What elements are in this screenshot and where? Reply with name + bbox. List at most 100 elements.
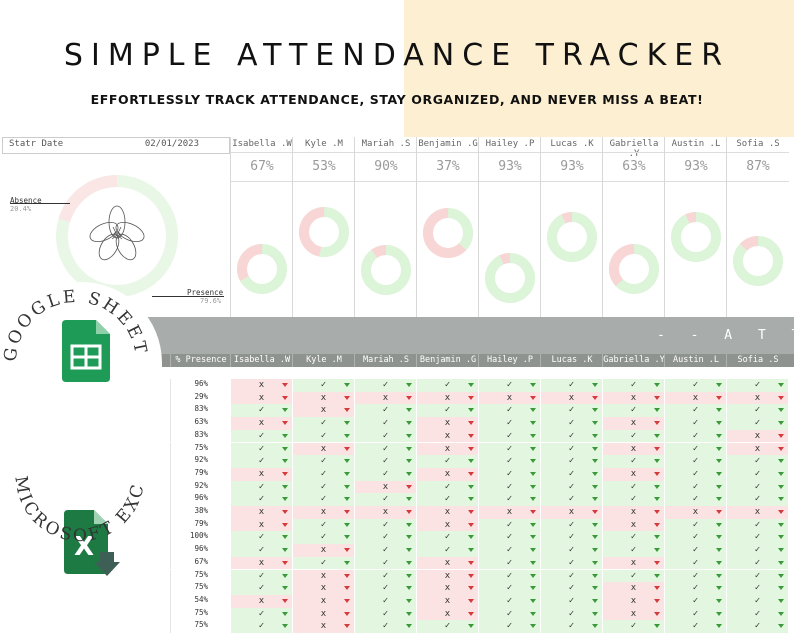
attendance-present-dropdown[interactable]: ✓ xyxy=(540,531,602,545)
attendance-present-dropdown[interactable]: ✓ xyxy=(540,404,602,418)
attendance-present-dropdown[interactable]: ✓ xyxy=(292,417,354,430)
attendance-absent-dropdown[interactable]: x xyxy=(230,467,292,481)
attendance-present-dropdown[interactable]: ✓ xyxy=(602,493,664,506)
start-date-value[interactable]: 02/01/2023 xyxy=(144,139,199,149)
attendance-present-dropdown[interactable]: ✓ xyxy=(416,455,478,468)
attendance-absent-dropdown[interactable]: x xyxy=(416,607,478,621)
attendance-present-dropdown[interactable]: ✓ xyxy=(726,404,788,418)
attendance-absent-dropdown[interactable]: x xyxy=(230,379,292,392)
attendance-absent-dropdown[interactable]: x xyxy=(540,391,602,405)
attendance-absent-dropdown[interactable]: x xyxy=(230,594,292,608)
attendance-present-dropdown[interactable]: ✓ xyxy=(726,544,788,557)
attendance-present-dropdown[interactable]: ✓ xyxy=(664,569,726,583)
attendance-present-dropdown[interactable]: ✓ xyxy=(230,544,292,557)
attendance-absent-dropdown[interactable]: x xyxy=(416,417,478,430)
attendance-absent-dropdown[interactable]: x xyxy=(292,506,354,519)
attendance-present-dropdown[interactable]: ✓ xyxy=(416,620,478,633)
attendance-absent-dropdown[interactable]: x xyxy=(478,391,540,405)
attendance-present-dropdown[interactable]: ✓ xyxy=(664,607,726,621)
attendance-present-dropdown[interactable]: ✓ xyxy=(664,493,726,506)
attendance-present-dropdown[interactable]: ✓ xyxy=(292,493,354,506)
attendance-present-dropdown[interactable]: ✓ xyxy=(478,594,540,608)
attendance-present-dropdown[interactable]: ✓ xyxy=(726,531,788,545)
attendance-present-dropdown[interactable]: ✓ xyxy=(354,467,416,481)
attendance-present-dropdown[interactable]: ✓ xyxy=(478,429,540,443)
attendance-present-dropdown[interactable]: ✓ xyxy=(354,544,416,557)
attendance-present-dropdown[interactable]: ✓ xyxy=(664,455,726,468)
attendance-present-dropdown[interactable]: ✓ xyxy=(540,467,602,481)
attendance-present-dropdown[interactable]: ✓ xyxy=(540,455,602,468)
attendance-absent-dropdown[interactable]: x xyxy=(416,429,478,443)
attendance-absent-dropdown[interactable]: x xyxy=(416,556,478,570)
attendance-present-dropdown[interactable]: ✓ xyxy=(602,531,664,545)
attendance-present-dropdown[interactable]: ✓ xyxy=(726,467,788,481)
attendance-absent-dropdown[interactable]: x xyxy=(292,607,354,621)
attendance-absent-dropdown[interactable]: x xyxy=(292,582,354,595)
attendance-absent-dropdown[interactable]: x xyxy=(354,506,416,519)
attendance-present-dropdown[interactable]: ✓ xyxy=(478,417,540,430)
attendance-present-dropdown[interactable]: ✓ xyxy=(540,379,602,392)
attendance-absent-dropdown[interactable]: x xyxy=(416,442,478,456)
attendance-present-dropdown[interactable]: ✓ xyxy=(540,518,602,532)
attendance-present-dropdown[interactable]: ✓ xyxy=(726,582,788,595)
attendance-present-dropdown[interactable]: ✓ xyxy=(478,569,540,583)
attendance-present-dropdown[interactable]: ✓ xyxy=(292,480,354,494)
attendance-present-dropdown[interactable]: ✓ xyxy=(664,620,726,633)
attendance-present-dropdown[interactable]: ✓ xyxy=(354,582,416,595)
attendance-present-dropdown[interactable]: ✓ xyxy=(416,404,478,418)
attendance-present-dropdown[interactable]: ✓ xyxy=(478,442,540,456)
attendance-present-dropdown[interactable]: ✓ xyxy=(292,429,354,443)
attendance-absent-dropdown[interactable]: x xyxy=(664,506,726,519)
attendance-present-dropdown[interactable]: ✓ xyxy=(354,379,416,392)
attendance-absent-dropdown[interactable]: x xyxy=(416,391,478,405)
attendance-absent-dropdown[interactable]: x xyxy=(416,467,478,481)
attendance-present-dropdown[interactable]: ✓ xyxy=(478,493,540,506)
attendance-absent-dropdown[interactable]: x xyxy=(602,506,664,519)
attendance-absent-dropdown[interactable]: x xyxy=(540,506,602,519)
attendance-absent-dropdown[interactable]: x xyxy=(602,607,664,621)
attendance-present-dropdown[interactable]: ✓ xyxy=(726,607,788,621)
attendance-present-dropdown[interactable]: ✓ xyxy=(602,480,664,494)
attendance-present-dropdown[interactable]: ✓ xyxy=(726,480,788,494)
attendance-present-dropdown[interactable]: ✓ xyxy=(540,556,602,570)
attendance-present-dropdown[interactable]: ✓ xyxy=(478,467,540,481)
attendance-present-dropdown[interactable]: ✓ xyxy=(540,442,602,456)
attendance-present-dropdown[interactable]: ✓ xyxy=(230,455,292,468)
attendance-present-dropdown[interactable]: ✓ xyxy=(602,404,664,418)
attendance-present-dropdown[interactable]: ✓ xyxy=(230,404,292,418)
attendance-absent-dropdown[interactable]: x xyxy=(416,518,478,532)
attendance-present-dropdown[interactable]: ✓ xyxy=(416,379,478,392)
attendance-present-dropdown[interactable]: ✓ xyxy=(354,594,416,608)
attendance-present-dropdown[interactable]: ✓ xyxy=(354,556,416,570)
attendance-present-dropdown[interactable]: ✓ xyxy=(354,569,416,583)
attendance-absent-dropdown[interactable]: x xyxy=(664,391,726,405)
attendance-absent-dropdown[interactable]: x xyxy=(602,391,664,405)
attendance-absent-dropdown[interactable]: x xyxy=(292,594,354,608)
attendance-present-dropdown[interactable]: ✓ xyxy=(292,518,354,532)
attendance-present-dropdown[interactable]: ✓ xyxy=(292,379,354,392)
attendance-absent-dropdown[interactable]: x xyxy=(602,594,664,608)
attendance-absent-dropdown[interactable]: x xyxy=(292,391,354,405)
attendance-absent-dropdown[interactable]: x xyxy=(354,480,416,494)
attendance-absent-dropdown[interactable]: x xyxy=(292,620,354,633)
attendance-present-dropdown[interactable]: ✓ xyxy=(416,480,478,494)
attendance-absent-dropdown[interactable]: x xyxy=(416,594,478,608)
attendance-present-dropdown[interactable]: ✓ xyxy=(354,417,416,430)
attendance-present-dropdown[interactable]: ✓ xyxy=(664,594,726,608)
attendance-present-dropdown[interactable]: ✓ xyxy=(230,493,292,506)
attendance-absent-dropdown[interactable]: x xyxy=(726,429,788,443)
attendance-present-dropdown[interactable]: ✓ xyxy=(664,404,726,418)
attendance-present-dropdown[interactable]: ✓ xyxy=(354,531,416,545)
attendance-present-dropdown[interactable]: ✓ xyxy=(354,620,416,633)
attendance-present-dropdown[interactable]: ✓ xyxy=(540,480,602,494)
attendance-absent-dropdown[interactable]: x xyxy=(292,404,354,418)
attendance-absent-dropdown[interactable]: x xyxy=(230,506,292,519)
attendance-absent-dropdown[interactable]: x xyxy=(602,518,664,532)
attendance-absent-dropdown[interactable]: x xyxy=(726,391,788,405)
attendance-absent-dropdown[interactable]: x xyxy=(602,442,664,456)
attendance-present-dropdown[interactable]: ✓ xyxy=(726,556,788,570)
attendance-present-dropdown[interactable]: ✓ xyxy=(602,429,664,443)
attendance-present-dropdown[interactable]: ✓ xyxy=(354,429,416,443)
attendance-present-dropdown[interactable]: ✓ xyxy=(664,379,726,392)
attendance-present-dropdown[interactable]: ✓ xyxy=(726,620,788,633)
